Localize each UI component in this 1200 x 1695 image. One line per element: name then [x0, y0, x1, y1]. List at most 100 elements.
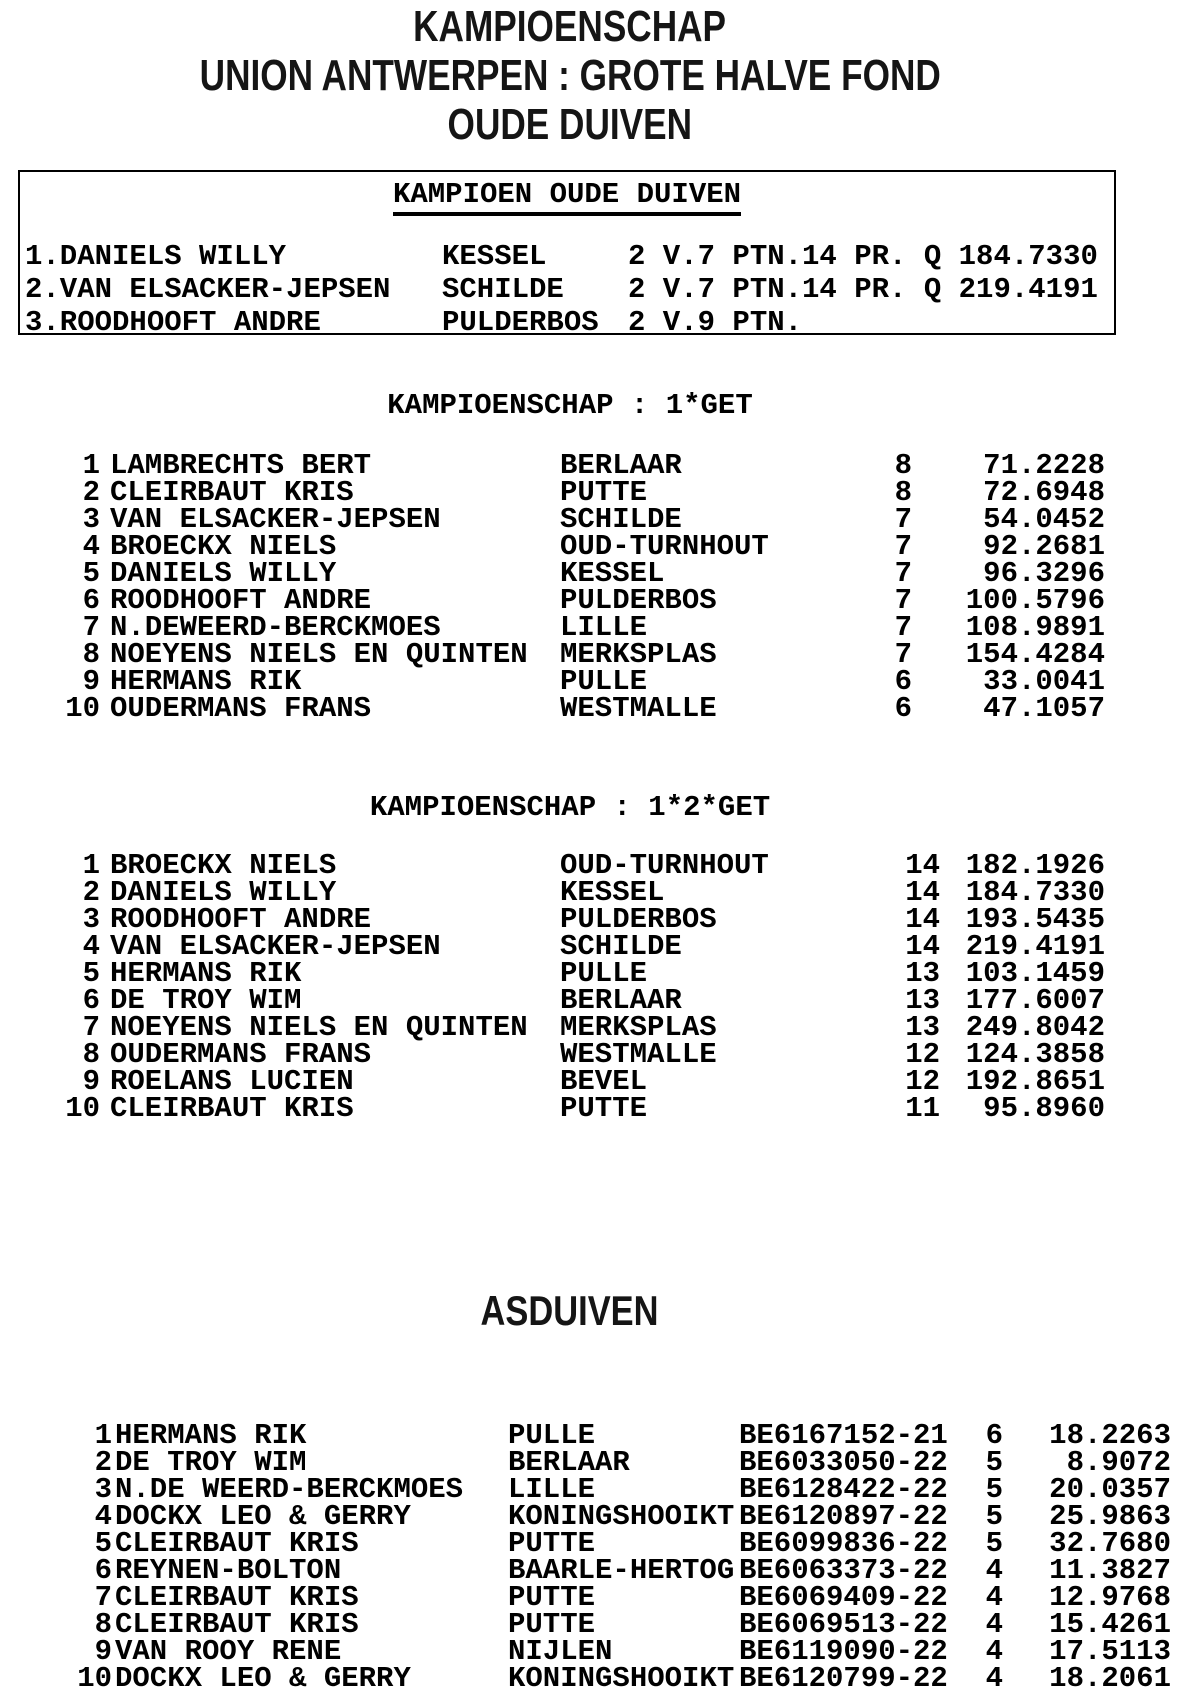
name-cell: LAMBRECHTS BERT	[110, 449, 372, 482]
table-row: 10 DOCKX LEO & GERRY KONINGSHOOIKT BE612079…	[0, 1662, 1200, 1695]
rank-cell: 7	[94, 1581, 112, 1614]
rank-cell: 5	[82, 957, 100, 990]
points-cell: 219.4191	[965, 930, 1105, 963]
name-cell: VAN ROOY RENE	[115, 1635, 342, 1668]
points-cell: 92.2681	[983, 530, 1105, 563]
count-cell: 4	[985, 1608, 1003, 1641]
rank-cell: 8	[82, 1038, 100, 1071]
rank-cell: 5	[82, 557, 100, 590]
name-cell: ROELANS LUCIEN	[110, 1065, 354, 1098]
points-cell: 249.8042	[965, 1011, 1105, 1044]
rank-cell: 3	[82, 503, 100, 536]
points-cell: 25.9863	[1049, 1500, 1171, 1533]
rank-cell: 4	[82, 930, 100, 963]
points-cell: 32.7680	[1049, 1527, 1171, 1560]
rank-cell: 1	[82, 449, 100, 482]
count-cell: 7	[894, 530, 912, 563]
champion-row: 3.ROODHOOFT ANDRE PULDERBOS 2 V.9 PTN.	[20, 306, 1114, 339]
ring-number-cell: BE6033050-22	[739, 1446, 948, 1479]
rank-cell: 10	[65, 692, 100, 725]
name-cell: BROECKX NIELS	[110, 530, 337, 563]
name-cell: REYNEN-BOLTON	[115, 1554, 342, 1587]
city-cell: PULDERBOS	[560, 903, 717, 936]
ring-number-cell: BE6120897-22	[739, 1500, 948, 1533]
rank-cell: 2	[82, 476, 100, 509]
count-cell: 8	[894, 449, 912, 482]
points-cell: 18.2061	[1049, 1662, 1171, 1695]
section-12get-title: KAMPIOENSCHAP : 1*2*GET	[369, 791, 771, 824]
city-cell: MERKSPLAS	[560, 638, 717, 671]
ring-number-cell: BE6167152-21	[739, 1419, 948, 1452]
table-row: 4 DOCKX LEO & GERRY KONINGSHOOIKT BE6120897…	[0, 1500, 1200, 1533]
points-cell: 100.5796	[965, 584, 1105, 617]
city-cell: KONINGSHOOIKT	[508, 1662, 735, 1695]
name-cell: DOCKX LEO & GERRY	[115, 1500, 411, 1533]
count-cell: 6	[894, 692, 912, 725]
name-cell: CLEIRBAUT KRIS	[115, 1527, 359, 1560]
points-cell: 8.9072	[1066, 1446, 1171, 1479]
name-cell: NOEYENS NIELS EN QUINTEN	[110, 1011, 528, 1044]
table-row: 8 NOEYENS NIELS EN QUINTEN MERKSPLAS 7 154.4…	[0, 638, 1200, 671]
count-cell: 4	[985, 1662, 1003, 1695]
rank-cell: 2	[82, 876, 100, 909]
table-row: 8 OUDERMANS FRANS WESTMALLE 12 124.3858	[0, 1038, 1200, 1071]
city-cell: LILLE	[560, 611, 648, 644]
rank-cell: 6	[82, 584, 100, 617]
count-cell: 11	[905, 1092, 940, 1125]
points-cell: 12.9768	[1049, 1581, 1171, 1614]
name-cell: DANIELS WILLY	[110, 876, 337, 909]
table-row: 3 VAN ELSACKER-JEPSEN SCHILDE 7 54.0452	[0, 503, 1200, 536]
name-cell: DE TROY WIM	[115, 1446, 307, 1479]
points-cell: 177.6007	[965, 984, 1105, 1017]
result-cell: 2 V.7 PTN.14 PR. Q 219.4191	[628, 273, 1098, 306]
champion-box: KAMPIOEN OUDE DUIVEN 1.DANIELS WILLY KESS…	[18, 170, 1116, 339]
table-row: 9 HERMANS RIK PULLE 6 33.0041	[0, 665, 1200, 698]
points-cell: 11.3827	[1049, 1554, 1171, 1587]
name-cell: HERMANS RIK	[110, 665, 302, 698]
city-cell: WESTMALLE	[560, 1038, 717, 1071]
table-row: 2 DE TROY WIM BERLAAR BE6033050-22 5 8.9072	[0, 1446, 1200, 1479]
city-cell: PUTTE	[560, 476, 648, 509]
city-cell: WESTMALLE	[560, 692, 717, 725]
section-12get-table: 1 BROECKX NIELS OUD-TURNHOUT 14 182.1926 2 DAN…	[0, 849, 1200, 1127]
points-cell: 193.5435	[965, 903, 1105, 936]
count-cell: 5	[985, 1473, 1003, 1506]
count-cell: 7	[894, 611, 912, 644]
ring-number-cell: BE6128422-22	[739, 1473, 948, 1506]
city-cell: KESSEL	[560, 557, 665, 590]
count-cell: 13	[905, 984, 940, 1017]
city-cell: KESSEL	[560, 876, 665, 909]
table-row: 7 CLEIRBAUT KRIS PUTTE BE6069409-22 4 12.9768	[0, 1581, 1200, 1614]
points-cell: 184.7330	[965, 876, 1105, 909]
city-cell: PULLE	[560, 665, 648, 698]
count-cell: 12	[905, 1038, 940, 1071]
city-cell: PULDERBOS	[442, 306, 599, 339]
entry-cell: 3.ROODHOOFT ANDRE	[25, 306, 321, 339]
title-line-3: OUDE DUIVEN	[447, 100, 693, 149]
table-row: 10 OUDERMANS FRANS WESTMALLE 6 47.1057	[0, 692, 1200, 725]
champion-row: 1.DANIELS WILLY KESSEL 2 V.7 PTN.14 PR. Q …	[20, 242, 1114, 271]
count-cell: 13	[905, 1011, 940, 1044]
city-cell: PULDERBOS	[560, 584, 717, 617]
ring-number-cell: BE6120799-22	[739, 1662, 948, 1695]
ring-number-cell: BE6099836-22	[739, 1527, 948, 1560]
table-row: 9 VAN ROOY RENE NIJLEN BE6119090-22 4 17.5113	[0, 1635, 1200, 1668]
count-cell: 5	[985, 1500, 1003, 1533]
table-row: 7 N.DEWEERD-BERCKMOES LILLE 7 108.9891	[0, 611, 1200, 644]
count-cell: 6	[985, 1419, 1003, 1452]
points-cell: 33.0041	[983, 665, 1105, 698]
count-cell: 14	[905, 849, 940, 882]
city-cell: SCHILDE	[560, 930, 682, 963]
name-cell: ROODHOOFT ANDRE	[110, 903, 372, 936]
city-cell: BAARLE-HERTOG	[508, 1554, 735, 1587]
count-cell: 14	[905, 876, 940, 909]
name-cell: CLEIRBAUT KRIS	[115, 1608, 359, 1641]
rank-cell: 10	[65, 1092, 100, 1125]
table-row: 3 ROODHOOFT ANDRE PULDERBOS 14 193.5435	[0, 903, 1200, 936]
rank-cell: 6	[94, 1554, 112, 1587]
points-cell: 154.4284	[965, 638, 1105, 671]
name-cell: HERMANS RIK	[110, 957, 302, 990]
table-row: 6 DE TROY WIM BERLAAR 13 177.6007	[0, 984, 1200, 1017]
count-cell: 4	[985, 1581, 1003, 1614]
